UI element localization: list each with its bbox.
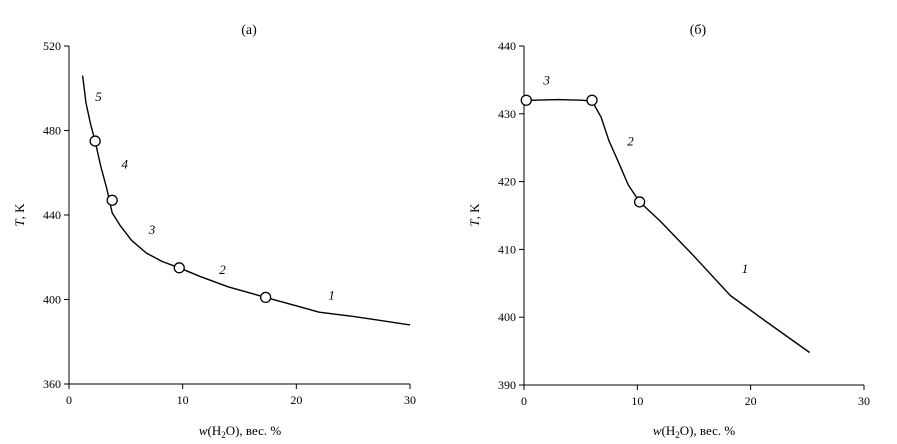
- x-axis-label-part: (H: [207, 423, 221, 438]
- curve-segment-label: 4: [121, 157, 128, 172]
- curve-segment-label: 1: [742, 261, 749, 276]
- y-axis-label-unit: , K: [12, 203, 27, 220]
- series-line: [81, 75, 411, 326]
- y-tick-label: 400: [498, 310, 516, 324]
- x-tick-label: 20: [290, 393, 302, 407]
- y-tick-label: 400: [43, 293, 61, 307]
- transition-point-marker: [633, 196, 646, 208]
- y-axis-label: T, K: [12, 203, 27, 227]
- x-axis-label-subscript: 2: [675, 430, 680, 440]
- curve-segment-label: 3: [148, 222, 156, 237]
- x-tick-label: 10: [177, 393, 189, 407]
- y-axis-label-unit: , K: [467, 203, 482, 220]
- x-tick-label: 20: [745, 394, 757, 408]
- y-tick-label: 480: [43, 124, 61, 138]
- x-tick-label: 0: [521, 394, 527, 408]
- y-tick-label: 520: [43, 39, 61, 53]
- x-tick-label: 30: [404, 393, 416, 407]
- y-tick-label: 430: [498, 107, 516, 121]
- x-axis-label-subscript: 2: [221, 430, 226, 440]
- y-tick-label: 420: [498, 175, 516, 189]
- chart-title: (а): [241, 23, 257, 38]
- y-tick-label: 360: [43, 377, 61, 391]
- transition-point-marker: [520, 94, 532, 106]
- x-tick-label: 10: [631, 394, 643, 408]
- x-tick-label: 30: [858, 394, 870, 408]
- transition-point-marker: [89, 135, 101, 147]
- transition-point-marker: [586, 94, 598, 106]
- x-tick-label: 0: [66, 393, 72, 407]
- x-axis-label: w(H2O), вес. %: [653, 423, 736, 440]
- y-axis-label-symbol: T: [12, 219, 27, 227]
- y-axis-label-symbol: T: [467, 219, 482, 227]
- x-axis-label-part: O), вес. %: [680, 423, 736, 438]
- x-axis-label-part: (H: [661, 423, 675, 438]
- y-tick-label: 440: [43, 208, 61, 222]
- x-axis-label-symbol: w: [653, 423, 662, 438]
- series-line: [526, 98, 811, 354]
- x-axis-label-symbol: w: [199, 423, 208, 438]
- y-tick-label: 440: [498, 39, 516, 53]
- y-tick-label: 410: [498, 242, 516, 256]
- transition-point-marker: [173, 262, 185, 274]
- curve-segment-label: 2: [219, 262, 226, 277]
- y-axis-label: T, K: [467, 203, 482, 227]
- x-axis-label: w(H2O), вес. %: [199, 423, 282, 440]
- transition-point-marker: [259, 291, 272, 304]
- chart-title: (б): [690, 23, 707, 38]
- transition-point-marker: [106, 194, 118, 206]
- curve-segment-label: 2: [627, 134, 634, 149]
- curve-segment-label: 1: [328, 288, 335, 303]
- curve-segment-label: 3: [542, 73, 550, 88]
- x-axis-label-part: O), вес. %: [226, 423, 282, 438]
- curve-segment-label: 5: [95, 89, 102, 104]
- y-tick-label: 390: [498, 378, 516, 392]
